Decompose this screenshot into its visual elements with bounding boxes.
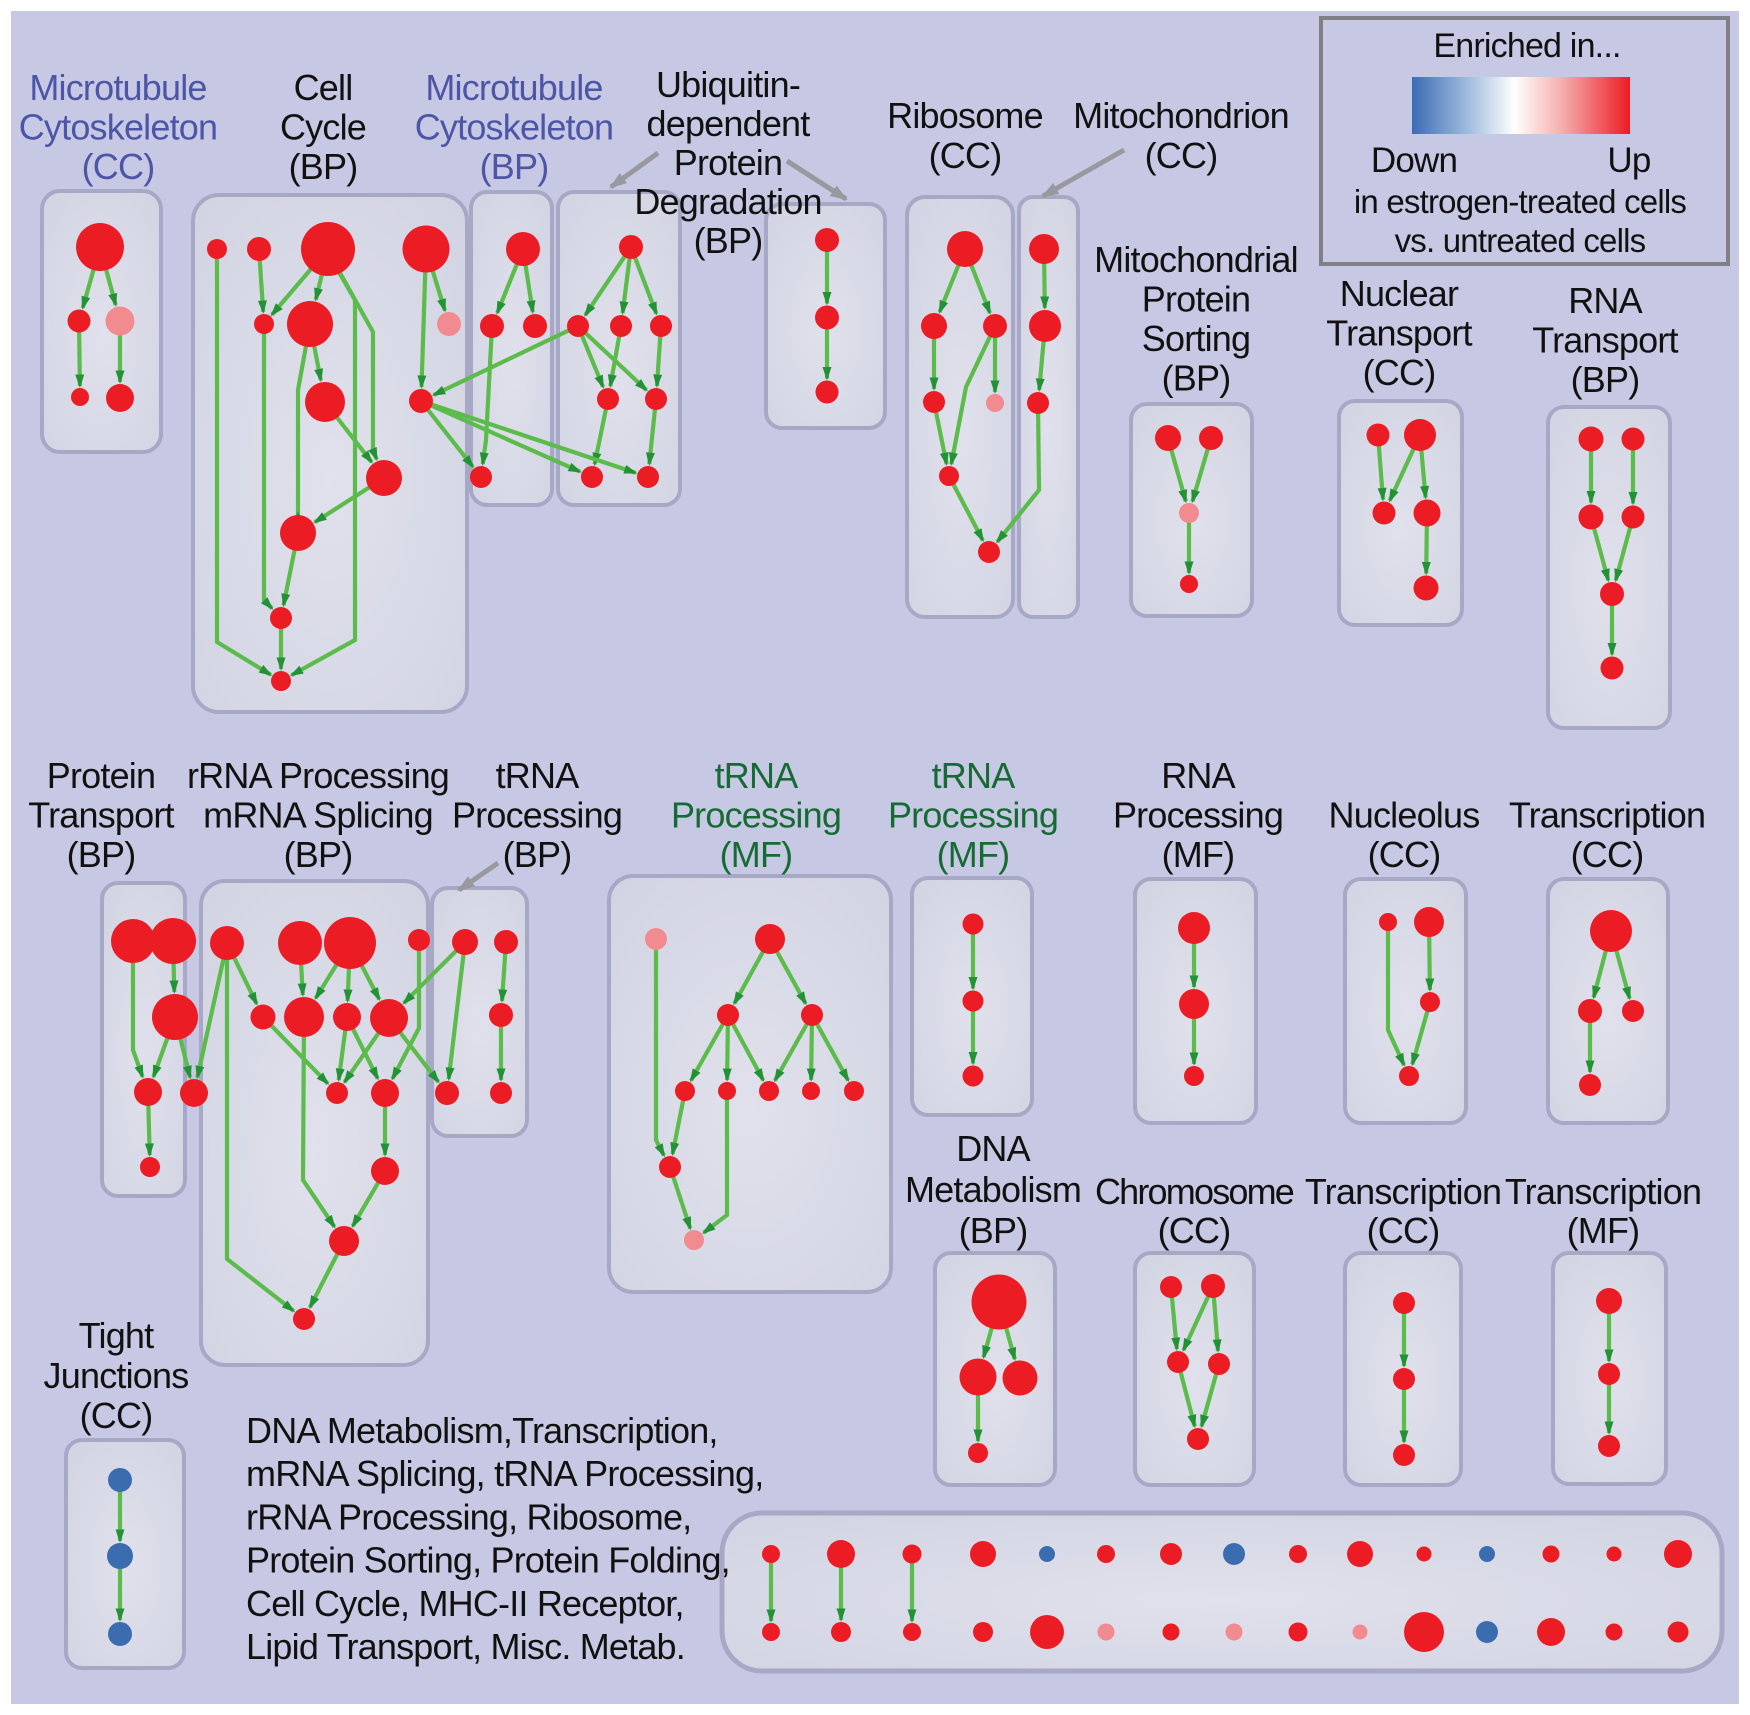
svg-text:in estrogen-treated cells: in estrogen-treated cells — [1354, 183, 1686, 220]
svg-text:Up: Up — [1607, 141, 1650, 180]
svg-text:tRNA: tRNA — [932, 755, 1016, 796]
svg-text:Protein: Protein — [674, 142, 782, 183]
svg-text:Protein: Protein — [47, 755, 155, 796]
svg-text:(CC): (CC) — [80, 1395, 153, 1436]
svg-text:(BP): (BP) — [694, 220, 763, 261]
svg-text:Metabolism: Metabolism — [905, 1169, 1081, 1210]
svg-text:Chromosome: Chromosome — [1095, 1171, 1294, 1212]
svg-text:RNA: RNA — [1568, 280, 1642, 321]
svg-text:mRNA Splicing, tRNA Processing: mRNA Splicing, tRNA Processing, — [246, 1453, 763, 1494]
svg-text:tRNA: tRNA — [496, 755, 580, 796]
svg-text:Nucleolus: Nucleolus — [1329, 795, 1480, 836]
svg-text:Lipid Transport, Misc. Metab.: Lipid Transport, Misc. Metab. — [246, 1626, 685, 1667]
svg-text:Ribosome: Ribosome — [887, 95, 1043, 136]
svg-text:Microtubule: Microtubule — [29, 67, 206, 108]
svg-text:(BP): (BP) — [1162, 358, 1231, 399]
svg-text:Processing: Processing — [1113, 795, 1283, 836]
svg-text:Cytoskeleton: Cytoskeleton — [19, 107, 218, 148]
svg-text:(BP): (BP) — [503, 834, 572, 875]
svg-text:(MF): (MF) — [1162, 834, 1235, 875]
svg-text:Nuclear: Nuclear — [1340, 273, 1459, 314]
svg-text:(CC): (CC) — [1368, 834, 1441, 875]
svg-text:dependent: dependent — [647, 103, 811, 144]
svg-text:Processing: Processing — [671, 795, 841, 836]
svg-text:DNA Metabolism,Transcription,: DNA Metabolism,Transcription, — [246, 1410, 718, 1451]
svg-text:(MF): (MF) — [1567, 1210, 1640, 1251]
svg-text:(BP): (BP) — [284, 834, 353, 875]
svg-text:Transcription: Transcription — [1305, 1171, 1501, 1212]
svg-text:(BP): (BP) — [289, 146, 358, 187]
svg-text:DNA: DNA — [956, 1128, 1030, 1169]
svg-text:Transcription: Transcription — [1505, 1171, 1701, 1212]
svg-text:(BP): (BP) — [480, 146, 549, 187]
svg-text:(CC): (CC) — [1145, 135, 1218, 176]
svg-text:Processing: Processing — [452, 795, 622, 836]
svg-text:Ubiquitin-: Ubiquitin- — [656, 64, 800, 105]
svg-text:(CC): (CC) — [1571, 834, 1644, 875]
svg-text:mRNA Splicing: mRNA Splicing — [203, 795, 433, 836]
svg-text:Degradation: Degradation — [634, 181, 821, 222]
svg-text:Mitochondrion: Mitochondrion — [1073, 95, 1289, 136]
svg-text:Junctions: Junctions — [44, 1355, 189, 1396]
svg-text:(CC): (CC) — [1158, 1210, 1231, 1251]
svg-text:(CC): (CC) — [1363, 352, 1436, 393]
svg-text:Cell: Cell — [294, 67, 353, 108]
svg-text:Processing: Processing — [888, 795, 1058, 836]
svg-text:Transport: Transport — [1532, 320, 1678, 361]
svg-text:tRNA: tRNA — [715, 755, 799, 796]
svg-text:(MF): (MF) — [720, 834, 793, 875]
svg-text:Sorting: Sorting — [1142, 318, 1250, 359]
svg-text:Tight: Tight — [79, 1315, 154, 1356]
svg-text:Mitochondrial: Mitochondrial — [1094, 239, 1298, 280]
svg-text:Transport: Transport — [1326, 313, 1472, 354]
svg-text:(CC): (CC) — [1367, 1210, 1440, 1251]
svg-text:(BP): (BP) — [67, 834, 136, 875]
svg-text:Microtubule: Microtubule — [425, 67, 602, 108]
svg-text:Protein: Protein — [1142, 279, 1250, 320]
svg-text:(CC): (CC) — [82, 146, 155, 187]
svg-text:(MF): (MF) — [937, 834, 1010, 875]
svg-text:RNA: RNA — [1161, 755, 1235, 796]
svg-text:rRNA Processing: rRNA Processing — [187, 755, 449, 796]
svg-text:vs. untreated cells: vs. untreated cells — [1395, 222, 1646, 259]
svg-text:Cytoskeleton: Cytoskeleton — [415, 107, 614, 148]
svg-text:Transcription: Transcription — [1509, 795, 1705, 836]
svg-text:(BP): (BP) — [1571, 359, 1640, 400]
svg-text:Enriched in...: Enriched in... — [1433, 27, 1620, 65]
svg-text:Cycle: Cycle — [280, 107, 366, 148]
svg-text:Transport: Transport — [28, 795, 174, 836]
svg-text:(BP): (BP) — [959, 1210, 1028, 1251]
svg-text:Down: Down — [1371, 141, 1457, 180]
svg-text:rRNA Processing, Ribosome,: rRNA Processing, Ribosome, — [246, 1496, 691, 1537]
svg-text:(CC): (CC) — [929, 135, 1002, 176]
svg-text:Protein Sorting, Protein Foldi: Protein Sorting, Protein Folding, — [246, 1540, 730, 1581]
svg-text:Cell Cycle, MHC-II Receptor,: Cell Cycle, MHC-II Receptor, — [246, 1583, 684, 1624]
